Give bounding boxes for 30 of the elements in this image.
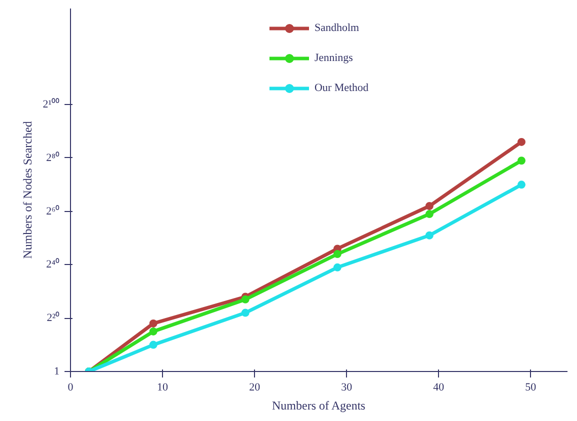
x-tick-label: 0 (68, 382, 74, 394)
point (333, 250, 342, 258)
y-tick-label: 2⁴⁰ (46, 258, 60, 271)
legend-label: Jennings (314, 52, 353, 64)
point (517, 180, 526, 189)
x-axis-title: Numbers of Agents (272, 398, 366, 412)
point (425, 202, 434, 210)
y-tick-label: 2²⁰ (46, 311, 60, 324)
x-tick-label: 40 (433, 382, 445, 394)
x-tick-label: 30 (341, 382, 353, 394)
point (425, 210, 434, 218)
point (333, 263, 342, 272)
y-tick-label: 2⁸⁰ (46, 150, 60, 164)
point (425, 231, 434, 240)
legend-label: Our Method (314, 82, 369, 94)
point (517, 156, 526, 165)
point (149, 327, 158, 336)
point (149, 319, 158, 328)
point (517, 138, 526, 146)
legend-label: Sandholm (314, 22, 360, 34)
y-tick-label: 1 (54, 366, 60, 378)
y-axis-title: Numbers of Nodes Searched (20, 121, 35, 259)
y-tick-label: 2⁶⁰ (46, 204, 60, 218)
point (241, 295, 250, 304)
x-tick-label: 20 (249, 382, 261, 394)
x-tick-label: 50 (525, 382, 537, 394)
y-tick-label: 2¹⁰⁰ (42, 98, 60, 111)
x-tick-label: 10 (157, 382, 169, 394)
point (149, 340, 158, 349)
point (241, 308, 250, 317)
